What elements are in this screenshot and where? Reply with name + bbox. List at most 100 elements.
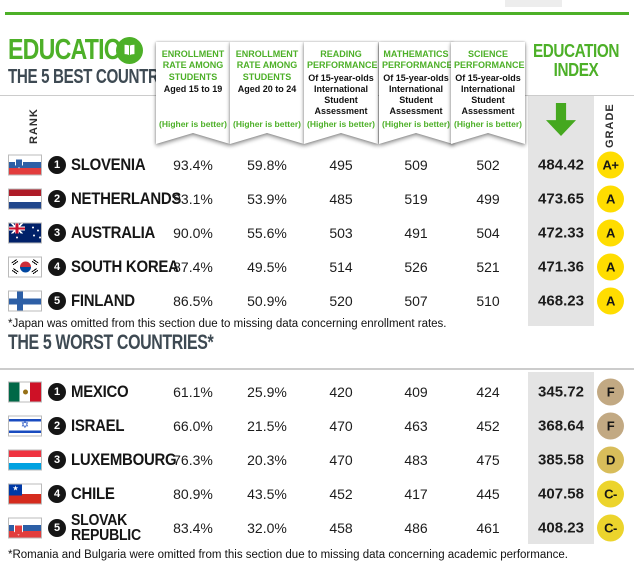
rank-badge: 3 [48,451,66,469]
rank-badge: 1 [48,156,66,174]
table-row-chile: ★ 4 CHILE 80.9% 43.5% 452 417 445 407.58… [0,477,634,511]
table-row-south-korea: 4 SOUTH KOREA 87.4% 49.5% 514 526 521 47… [0,250,634,284]
table-row-israel: ✡ 2 ISRAEL 66.0% 21.5% 470 463 452 368.6… [0,409,634,443]
education-index-value: 471.36 [538,258,584,276]
country-name: AUSTRALIA [71,223,156,242]
rank-badge: 2 [48,417,66,435]
rank-badge: 3 [48,224,66,242]
science-value: 521 [476,259,500,275]
country-name: SLOVENIA [71,155,146,174]
education-index-value: 368.64 [538,417,584,435]
rank-column-label: RANK [28,108,40,144]
math-value: 519 [404,191,428,207]
math-value: 463 [404,418,428,434]
grade-badge: C- [597,480,624,508]
column-title: ENROLLMENT RATE AMONG STUDENTS [235,49,299,82]
math-value: 486 [404,520,428,536]
math-value: 483 [404,452,428,468]
column-title: READING PERFORMANCE [307,49,378,71]
grade-badge: F [597,378,624,406]
flag-slovak-republic [8,517,42,539]
country-name: MEXICO [71,382,129,401]
flag-israel: ✡ [8,415,42,437]
reading-value: 420 [329,384,353,400]
math-value: 409 [404,384,428,400]
education-index-value: 345.72 [538,383,584,401]
grade-badge: A+ [597,151,624,179]
grade-badge: A [597,253,624,281]
education-index-value: 407.58 [538,485,584,503]
grade-column-label: GRADE [604,103,616,148]
rank-badge: 5 [48,519,66,537]
science-value: 504 [476,225,500,241]
rank-badge: 1 [48,383,66,401]
grade-badge: A [597,185,624,213]
column-header-enrollment-20-24: ENROLLMENT RATE AMONG STUDENTS Aged 20 t… [230,42,304,144]
education-index-value: 472.33 [538,224,584,242]
flag-slovenia [8,154,42,176]
worst-footnote: *Romania and Bulgaria were omitted from … [8,549,568,561]
column-note: (Higher is better) [306,119,375,129]
table-row-netherlands: 2 NETHERLANDS 93.1% 53.9% 485 519 499 47… [0,182,634,216]
math-value: 507 [404,293,428,309]
enrollment-20-24-value: 21.5% [247,418,287,434]
reading-value: 495 [329,157,353,173]
enrollment-15-19-value: 93.4% [173,157,213,173]
enrollment-15-19-value: 80.9% [173,486,213,502]
reading-value: 514 [329,259,353,275]
enrollment-15-19-value: 93.1% [173,191,213,207]
column-title: ENROLLMENT RATE AMONG STUDENTS [161,49,225,82]
top-accent-line [5,12,629,15]
grade-badge: C- [597,514,624,542]
rank-badge: 5 [48,292,66,310]
country-name: SLOVAK REPUBLIC [71,511,141,544]
table-row-slovenia: 1 SLOVENIA 93.4% 59.8% 495 509 502 484.4… [0,148,634,182]
table-row-slovak-republic: 5 SLOVAK REPUBLIC 83.4% 32.0% 458 486 46… [0,511,634,545]
country-name: NETHERLANDS [71,189,182,208]
country-name: LUXEMBOURG [71,450,177,469]
column-note: (Higher is better) [453,119,522,129]
page-edge-artifact [505,0,562,7]
science-value: 475 [476,452,500,468]
worst-countries-table: 1 MEXICO 61.1% 25.9% 420 409 424 345.72 … [0,375,634,545]
reading-value: 458 [329,520,353,536]
rank-badge: 2 [48,190,66,208]
grade-badge: D [597,446,624,474]
country-name: FINLAND [71,291,135,310]
country-name: CHILE [71,484,115,503]
flag-south-korea [8,256,42,278]
education-index-value: 473.65 [538,190,584,208]
column-note: (Higher is better) [158,119,227,129]
table-row-australia: 3 AUSTRALIA 90.0% 55.6% 503 491 504 472.… [0,216,634,250]
reading-value: 520 [329,293,353,309]
table-row-finland: 5 FINLAND 86.5% 50.9% 520 507 510 468.23… [0,284,634,318]
rank-badge: 4 [48,258,66,276]
best-section-title: THE 5 BEST COUNTRIES* [8,66,188,88]
column-subtitle: Of 15-year-olds International Student As… [383,72,449,117]
enrollment-20-24-value: 20.3% [247,452,287,468]
education-index-value: 468.23 [538,292,584,310]
index-strip-worst [528,372,594,544]
best-countries-table: 1 SLOVENIA 93.4% 59.8% 495 509 502 484.4… [0,148,634,318]
enrollment-20-24-value: 49.5% [247,259,287,275]
flag-luxembourg [8,449,42,471]
enrollment-15-19-value: 86.5% [173,293,213,309]
column-header-science: SCIENCE PERFORMANCE Of 15-year-olds Inte… [451,42,525,144]
country-name: ISRAEL [71,416,125,435]
flag-finland [8,290,42,312]
reading-value: 470 [329,452,353,468]
enrollment-20-24-value: 55.6% [247,225,287,241]
reading-value: 452 [329,486,353,502]
enrollment-15-19-value: 76.3% [173,452,213,468]
reading-value: 503 [329,225,353,241]
table-row-luxembourg: 3 LUXEMBOURG 76.3% 20.3% 470 483 475 385… [0,443,634,477]
education-index-value: 385.58 [538,451,584,469]
column-title: MATHEMATICS PERFORMANCE [382,49,453,71]
grade-badge: F [597,412,624,440]
column-subtitle: Aged 20 to 24 [237,83,297,94]
column-subtitle: Aged 15 to 19 [163,83,223,94]
grade-badge: A [597,287,624,315]
science-value: 461 [476,520,500,536]
education-index-title: EDUCATION INDEX [532,41,619,80]
